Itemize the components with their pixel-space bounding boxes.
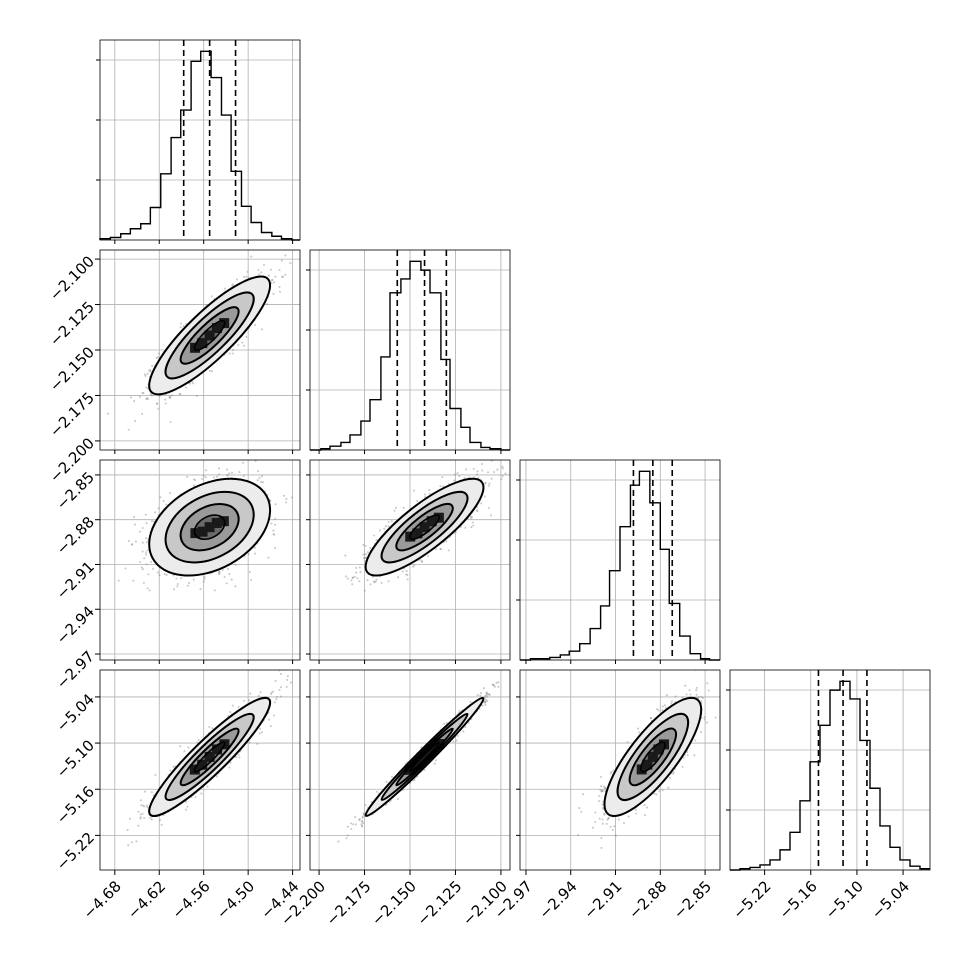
x-axis-2: −2.97 −2.94 −2.91 −2.88 −2.85: [491, 870, 715, 923]
ytick-label: −2.91: [53, 558, 98, 603]
contour-line: [164, 291, 255, 380]
scatter-panel-3-2: [519, 669, 721, 871]
contour-line: [364, 696, 485, 818]
contour-line: [148, 477, 272, 577]
contour-line: [639, 741, 666, 773]
panel-frame: [99, 669, 301, 871]
xtick-label: −4.56: [168, 877, 213, 922]
xtick-label: −2.85: [670, 877, 715, 922]
xtick-label: −2.150: [368, 877, 420, 929]
contour-line: [380, 490, 469, 564]
scatter-panel-2-0: [99, 459, 301, 661]
scatter-panel-3-1: [309, 669, 511, 871]
xtick-label: −2.175: [323, 877, 375, 929]
x-axis-1: −2.200−2.175−2.150−2.125−2.100: [277, 870, 511, 929]
hist-frame-2: [519, 459, 721, 661]
contour-line: [395, 727, 454, 787]
xtick-label: −2.88: [625, 877, 670, 922]
contour-line: [380, 712, 469, 802]
hist-frame-0: [99, 39, 301, 241]
xtick-label: −2.94: [536, 877, 581, 922]
density-core: [636, 739, 669, 775]
contour-line: [409, 514, 441, 541]
contour-line: [164, 490, 255, 564]
contour-line: [364, 477, 485, 577]
ytick-label: −5.22: [53, 829, 98, 874]
hist-step-0: [99, 50, 300, 241]
xtick-label: −5.04: [868, 877, 913, 922]
ytick-label: −2.100: [46, 252, 98, 304]
hist-frame-3: [729, 669, 931, 871]
hist-step-2: [520, 470, 720, 661]
ytick-label: −2.150: [46, 343, 98, 395]
contour-line: [193, 319, 226, 351]
hist-step-1: [310, 260, 510, 451]
xtick-label: −2.125: [413, 877, 465, 929]
contour-line: [409, 741, 441, 773]
scatter-panel-1-0: [99, 249, 301, 451]
ytick-label: −5.16: [53, 783, 98, 828]
contour-line: [179, 306, 240, 365]
hist-panel-2: [516, 459, 721, 661]
ytick-label: −5.04: [53, 690, 98, 735]
xtick-label: −5.22: [729, 877, 774, 922]
hist-panel-0: [96, 39, 301, 241]
xtick-label: −5.16: [776, 877, 821, 922]
ytick-label: −2.88: [53, 513, 98, 558]
ytick-label: −2.175: [46, 389, 98, 441]
x-axis-0: −4.68 −4.62 −4.56 −4.50 −4.44: [80, 870, 303, 923]
hist-panel-3: [726, 669, 931, 871]
contour-line: [193, 741, 226, 773]
ytick-label: −5.10: [53, 736, 98, 781]
contour-line: [193, 514, 226, 541]
hist-step-3: [730, 680, 930, 871]
contour-line: [179, 727, 240, 787]
scatter-panel-3-0: [99, 669, 301, 871]
contour-line: [603, 696, 703, 817]
hist-panel-1: [306, 249, 511, 451]
contour-line: [179, 502, 240, 552]
xtick-label: −5.10: [822, 877, 867, 922]
ytick-label: −2.94: [53, 603, 98, 648]
contour-line: [616, 712, 690, 802]
contour-line: [395, 502, 454, 552]
contour-line: [148, 696, 272, 818]
scatter-panel-2-1: [309, 459, 511, 661]
panel-frame: [519, 669, 721, 871]
xtick-label: −4.50: [213, 877, 258, 922]
xtick-label: −4.62: [124, 877, 169, 922]
contour-line: [164, 712, 255, 802]
y-axis-2: −2.85−2.88−2.91−2.94−2.97: [53, 468, 100, 693]
ytick-label: −2.97: [53, 647, 98, 692]
x-axis-3: −5.22 −5.16 −5.10 −5.04: [729, 870, 913, 923]
xtick-label: −2.91: [580, 877, 625, 922]
xtick-label: −4.68: [80, 877, 125, 922]
y-axis-3: −5.04−5.10−5.16−5.22: [53, 690, 100, 874]
contour-line: [148, 275, 272, 396]
y-axis-1: −2.100−2.125−2.150−2.175−2.200: [46, 252, 100, 486]
contour-line: [628, 727, 678, 787]
ytick-label: −2.125: [46, 298, 98, 350]
panel-frame: [99, 459, 301, 661]
